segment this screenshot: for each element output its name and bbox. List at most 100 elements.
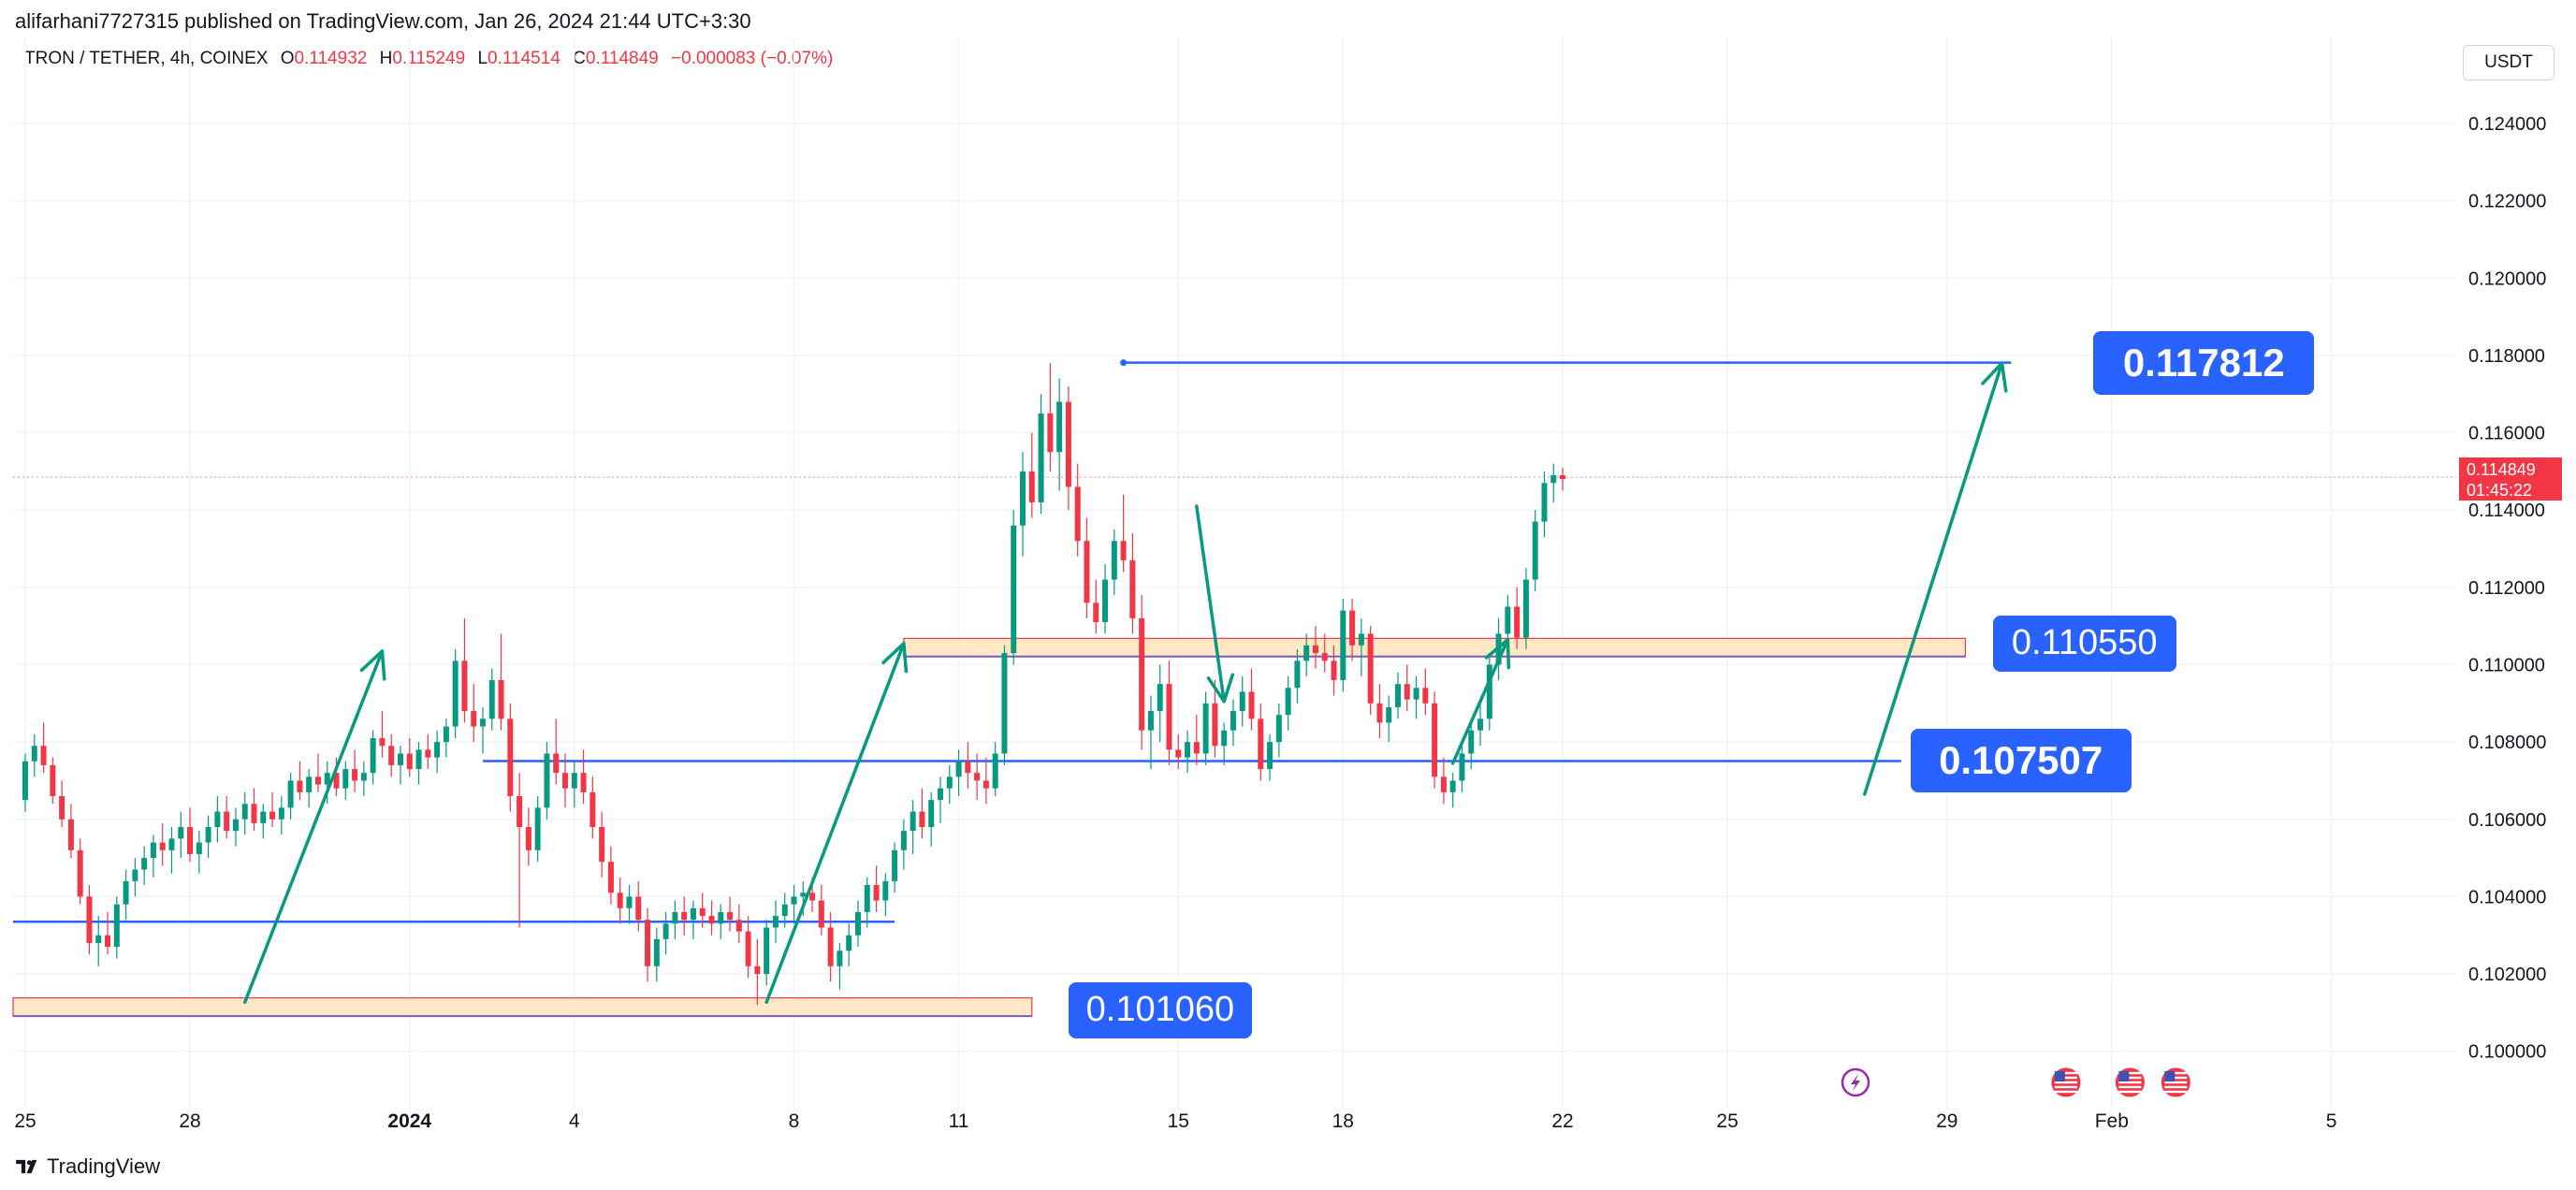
candle-body [1120,541,1127,560]
flag-stripe [2054,1076,2077,1080]
candle-body [992,753,998,789]
candle [360,761,367,796]
candle-body [589,791,596,828]
candle-body [31,746,37,762]
candle-body [1404,684,1410,700]
footer-brand[interactable]: TradingView [15,1153,160,1181]
candle [379,711,386,758]
x-tick-label: 22 [1551,1110,1573,1132]
candle [672,900,678,939]
lightning-bolt [1851,1074,1860,1091]
currency-button[interactable]: USDT [2463,45,2554,80]
candle [864,877,870,928]
flag-stripe [2118,1090,2142,1094]
candle-body [1001,653,1008,754]
candle-body [735,920,742,932]
chart-grid [13,37,2456,1109]
candle [507,703,514,812]
candle-body [488,680,495,719]
trend-arrow [1863,361,2008,796]
candle-body [1285,688,1291,716]
candle-body [22,761,28,801]
candle [123,869,129,921]
candle [132,858,138,897]
candle [1404,664,1410,712]
candle-body [306,776,313,792]
candle-body [1212,703,1218,747]
candle [461,617,468,723]
x-tick-label: 2024 [387,1110,431,1132]
candle-body [141,858,148,870]
symbol-title[interactable]: TRON / TETHER, 4h, COINEX [24,49,269,68]
candle [992,742,998,796]
callout-label[interactable]: 0.101060 [1068,981,1252,1038]
candle [928,791,935,847]
candle [946,764,953,805]
candle [846,923,852,966]
y-tick-label: 0.112000 [2468,578,2545,599]
candle-body [86,896,93,943]
candle [1376,684,1383,738]
candle [1074,463,1081,557]
candle [150,834,156,878]
x-tick-label: 29 [1936,1110,1957,1132]
candle [718,904,724,939]
candle-body [781,904,788,917]
drawing-zones [12,637,1966,1018]
candle-body [1459,753,1465,781]
candle-body [837,951,843,966]
candle-body [1560,475,1566,480]
x-tick-label: 15 [1168,1110,1189,1132]
y-tick-label: 0.120000 [2468,268,2546,289]
candle [342,761,349,801]
candle-body [653,938,660,966]
candle [251,788,257,832]
candle-body [251,804,257,823]
symbol-legend: TRON / TETHER, 4h, COINEX O0.114932 H0.1… [24,49,833,69]
candle [1550,463,1557,502]
callout-label[interactable]: 0.110550 [1992,615,2176,672]
candle [77,838,83,905]
candle [1056,378,1063,491]
candle-body [196,842,202,854]
trend-arrow [242,649,386,1004]
candle [488,668,495,731]
flag-stripe [2164,1076,2188,1080]
candle [1432,691,1438,789]
candle [415,742,422,785]
candle [196,831,202,874]
callout-label[interactable]: 0.107507 [1910,729,2132,793]
x-tick-label: 5 [2326,1110,2337,1132]
candle [791,885,797,924]
y-tick-label: 0.110000 [2468,655,2545,675]
candle-body [1248,691,1255,719]
candle-body [1541,483,1548,522]
candle [764,920,770,986]
candle-body [415,749,422,770]
candle-body [645,920,651,966]
candle-body [224,811,230,832]
candle [113,896,120,959]
tradingview-logo-icon [16,1159,37,1174]
candle [1386,695,1392,743]
candle [1175,733,1182,770]
close-value: 0.114849 [585,49,659,68]
candle [690,900,696,939]
arrow-head [1981,361,2008,393]
low-value: 0.114514 [488,49,560,68]
candle [260,804,267,839]
candle [1294,648,1301,704]
candle-body [607,862,614,893]
candle [544,742,550,820]
candle-body [168,838,175,850]
candle-body [1020,471,1026,526]
candle-body [1294,660,1301,689]
candle-body [352,769,358,781]
candle-body [113,904,120,948]
candle-body [105,935,111,948]
callout-label[interactable]: 0.117812 [2093,330,2315,395]
candle-body [1468,730,1475,754]
candle [1486,657,1492,731]
y-tick-label: 0.124000 [2468,114,2546,135]
